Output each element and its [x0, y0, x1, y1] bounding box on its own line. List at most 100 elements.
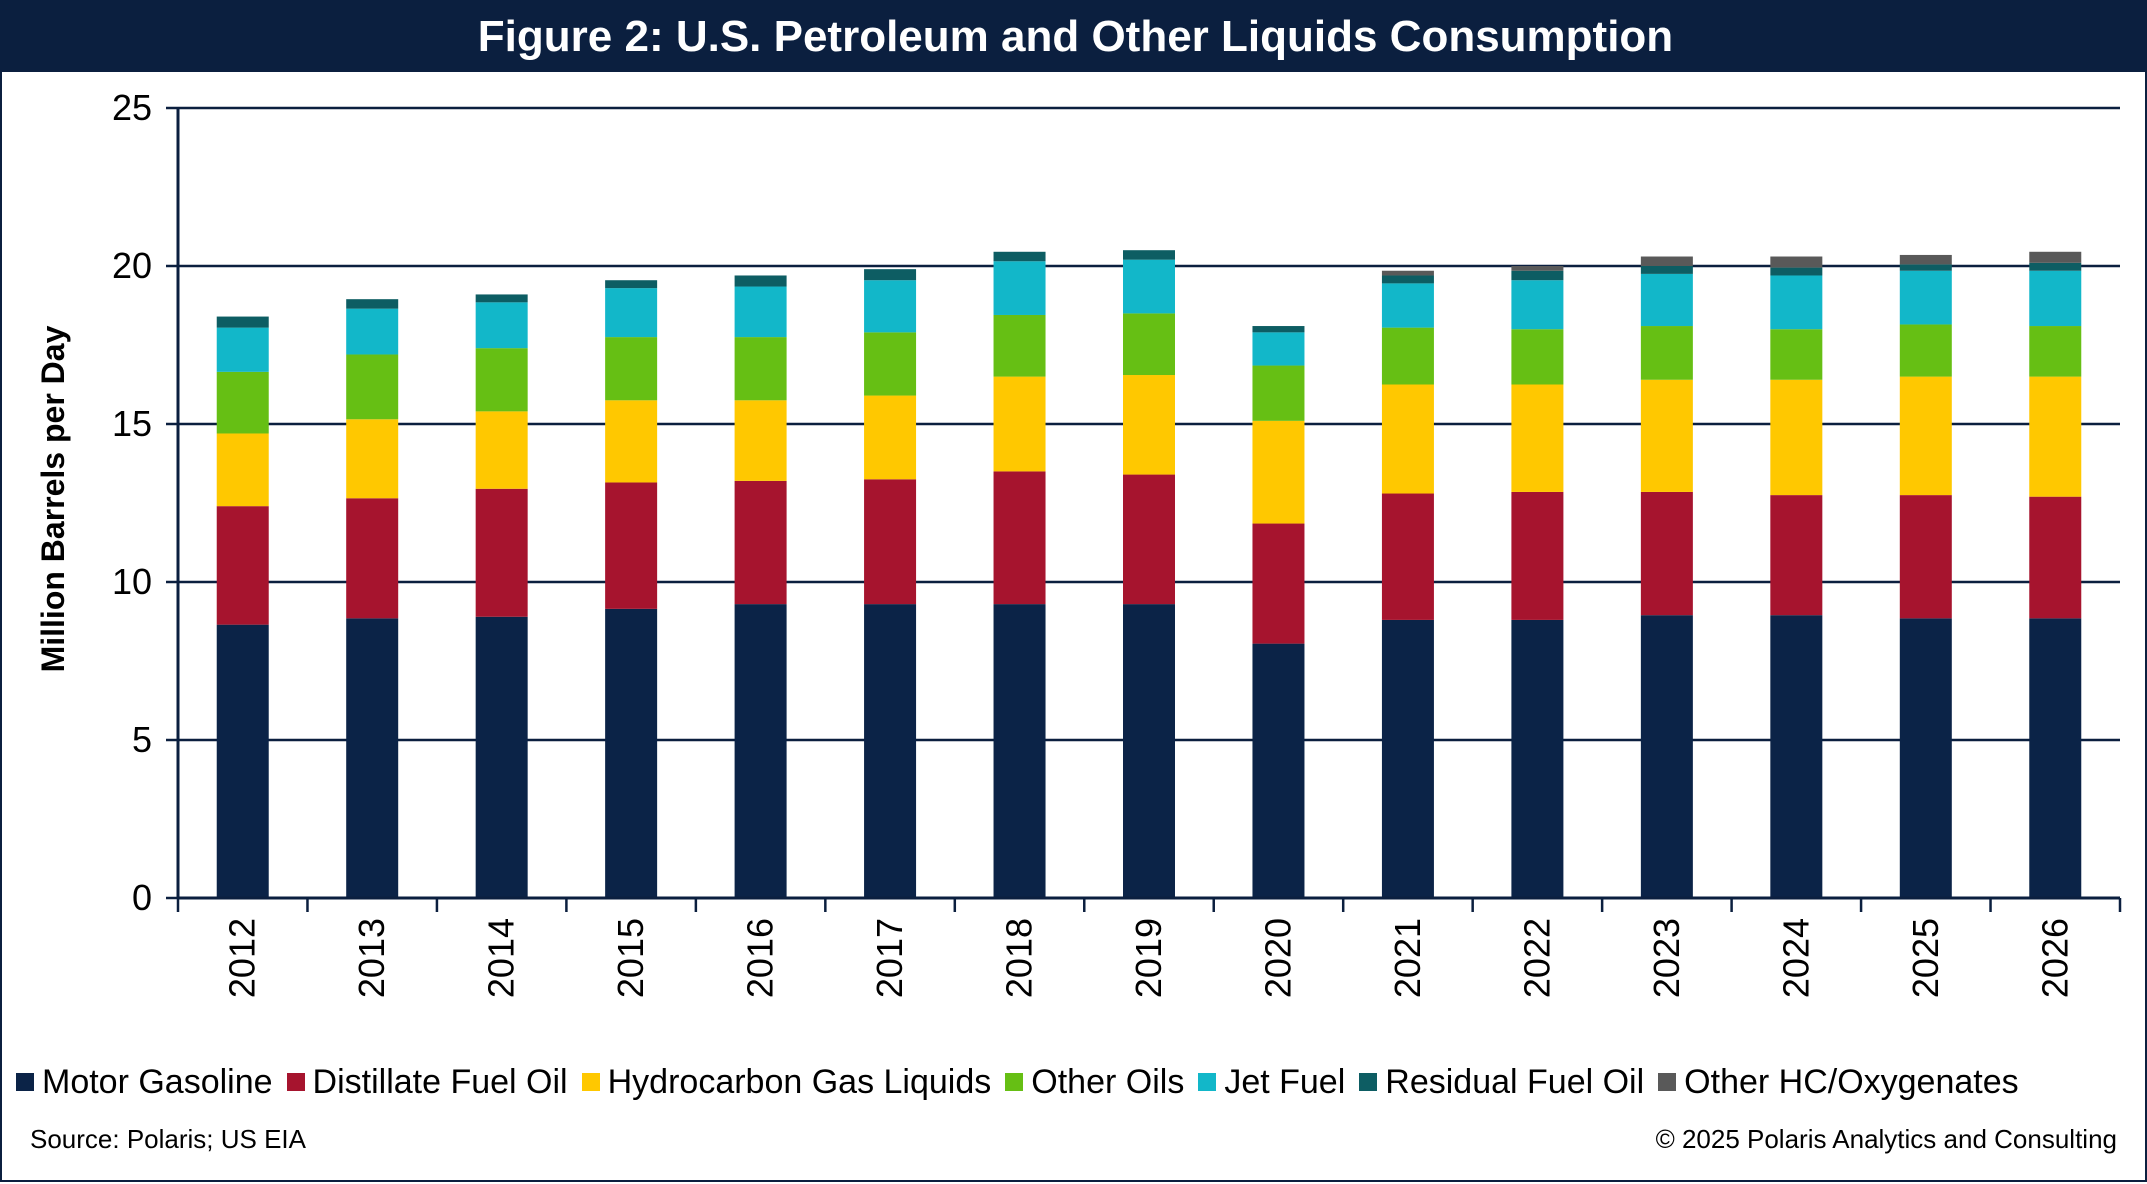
- bar-segment-hydrocarbon-gas-liquids: [475, 411, 528, 489]
- x-tick-label: 2016: [740, 918, 781, 998]
- bar-segment-other-oils: [1770, 329, 1823, 380]
- bar-segment-motor-gasoline: [2029, 618, 2082, 898]
- legend-swatch: [1359, 1073, 1378, 1091]
- bar-segment-residual-fuel-oil: [1123, 250, 1175, 260]
- bar-segment-other-hc-oxygenates: [2029, 251, 2082, 263]
- legend-label: Jet Fuel: [1224, 1062, 1346, 1101]
- bars: [216, 250, 2082, 898]
- bar-segment-motor-gasoline: [734, 604, 787, 898]
- bar-segment-jet-fuel: [864, 280, 917, 333]
- bar-segment-hydrocarbon-gas-liquids: [346, 419, 399, 499]
- y-tick-labels: 0 5 10 15 20 25: [112, 87, 152, 918]
- bar-segment-motor-gasoline: [1770, 615, 1823, 898]
- legend-label: Hydrocarbon Gas Liquids: [607, 1062, 992, 1101]
- legend-item: Other HC/Oxygenates: [1658, 1062, 2019, 1102]
- bar-segment-distillate-fuel-oil: [605, 482, 658, 609]
- bar-segment-jet-fuel: [1381, 283, 1434, 328]
- bar-segment-other-hc-oxygenates: [1640, 256, 1693, 266]
- bar-segment-hydrocarbon-gas-liquids: [1381, 384, 1434, 494]
- bar-segment-distillate-fuel-oil: [1252, 523, 1305, 644]
- bar-segment-distillate-fuel-oil: [1511, 491, 1564, 620]
- legend-item: Jet Fuel: [1198, 1063, 1345, 1102]
- bar-segment-jet-fuel: [216, 327, 269, 372]
- legend-label: Other Oils: [1031, 1062, 1185, 1101]
- x-tick-label: 2020: [1257, 918, 1298, 998]
- bar-segment-other-oils: [216, 371, 269, 434]
- legend-label: Residual Fuel Oil: [1385, 1062, 1645, 1101]
- bar-segment-distillate-fuel-oil: [1123, 474, 1175, 605]
- bar-segment-residual-fuel-oil: [346, 299, 399, 309]
- x-tick-label: 2021: [1387, 918, 1428, 998]
- bar-segment-residual-fuel-oil: [1511, 270, 1564, 281]
- chart-title: Figure 2: U.S. Petroleum and Other Liqui…: [477, 12, 1674, 61]
- bar-segment-other-oils: [475, 348, 528, 412]
- bar-segment-residual-fuel-oil: [1252, 326, 1305, 333]
- bar-segment-other-hc-oxygenates: [1899, 254, 1952, 265]
- bar-segment-jet-fuel: [993, 261, 1046, 315]
- bar-segment-distillate-fuel-oil: [1899, 495, 1952, 619]
- bar-segment-other-hc-oxygenates: [1770, 256, 1823, 268]
- legend-item: Hydrocarbon Gas Liquids: [581, 1062, 992, 1102]
- bar-segment-hydrocarbon-gas-liquids: [1640, 379, 1693, 492]
- bar-segment-jet-fuel: [1123, 259, 1175, 314]
- bar-segment-residual-fuel-oil: [1770, 267, 1823, 276]
- x-tick-label: 2025: [1905, 918, 1946, 998]
- bar-segment-jet-fuel: [1770, 275, 1823, 330]
- bar-segment-motor-gasoline: [1899, 618, 1952, 898]
- bar-segment-residual-fuel-oil: [605, 280, 658, 289]
- bar-segment-other-hc-oxygenates: [1511, 266, 1564, 271]
- y-tick-label: 5: [132, 719, 152, 760]
- legend-item: Distillate Fuel Oil: [286, 1062, 568, 1102]
- y-tick-label: 20: [112, 245, 152, 286]
- bar-segment-other-oils: [864, 332, 917, 396]
- bar-segment-motor-gasoline: [993, 604, 1046, 898]
- bar-segment-distillate-fuel-oil: [475, 488, 528, 617]
- bar-segment-other-oils: [1123, 313, 1175, 376]
- source-note: Source: Polaris; US EIA: [30, 1124, 306, 1154]
- x-tick-label: 2018: [999, 918, 1040, 998]
- bar-segment-motor-gasoline: [216, 624, 269, 898]
- bar-segment-other-oils: [1252, 365, 1305, 421]
- bar-segment-hydrocarbon-gas-liquids: [216, 433, 269, 507]
- bar-segment-jet-fuel: [1252, 332, 1305, 366]
- bar-segment-other-oils: [1640, 326, 1693, 380]
- legend-label: Other HC/Oxygenates: [1684, 1062, 2019, 1101]
- bar-segment-hydrocarbon-gas-liquids: [993, 376, 1046, 472]
- y-tick-label: 0: [132, 877, 152, 918]
- bar-segment-other-oils: [734, 337, 787, 401]
- legend-swatch: [16, 1073, 34, 1091]
- legend-swatch: [581, 1073, 600, 1091]
- x-tick-labels: 2012 2013 2014 2015 2016 2017 2018 2019 2020 2021…: [222, 918, 2076, 998]
- y-tick-label: 15: [112, 403, 152, 444]
- bar-segment-distillate-fuel-oil: [1381, 493, 1434, 620]
- legend: Motor Gasoline Distillate Fuel Oil Hydroca…: [16, 1058, 2146, 1106]
- bar-segment-motor-gasoline: [346, 618, 399, 898]
- bar-segment-hydrocarbon-gas-liquids: [734, 400, 787, 481]
- bar-segment-jet-fuel: [346, 308, 399, 355]
- bar-segment-other-oils: [605, 337, 658, 401]
- bar-segment-other-hc-oxygenates: [1381, 270, 1434, 276]
- bar-segment-residual-fuel-oil: [1640, 266, 1693, 274]
- chart-title-bar: Figure 2: U.S. Petroleum and Other Liqui…: [2, 2, 2147, 72]
- bar-segment-motor-gasoline: [1640, 615, 1693, 898]
- legend-item: Motor Gasoline: [16, 1063, 273, 1102]
- legend-label: Distillate Fuel Oil: [312, 1062, 568, 1101]
- bar-segment-residual-fuel-oil: [1899, 264, 1952, 271]
- bar-segment-distillate-fuel-oil: [864, 479, 917, 605]
- bar-segment-residual-fuel-oil: [864, 269, 917, 281]
- bar-segment-jet-fuel: [1899, 270, 1952, 325]
- bar-segment-hydrocarbon-gas-liquids: [605, 400, 658, 483]
- bar-segment-jet-fuel: [1640, 273, 1693, 327]
- x-tick-label: 2022: [1516, 918, 1557, 998]
- bar-segment-hydrocarbon-gas-liquids: [1123, 375, 1175, 475]
- bar-segment-jet-fuel: [605, 288, 658, 338]
- bar-segment-distillate-fuel-oil: [2029, 496, 2082, 619]
- x-tick-label: 2013: [351, 918, 392, 998]
- bar-segment-motor-gasoline: [605, 608, 658, 898]
- legend-label: Motor Gasoline: [42, 1062, 273, 1101]
- bar-segment-distillate-fuel-oil: [346, 498, 399, 619]
- bar-segment-distillate-fuel-oil: [1640, 491, 1693, 616]
- axes: [176, 108, 2122, 912]
